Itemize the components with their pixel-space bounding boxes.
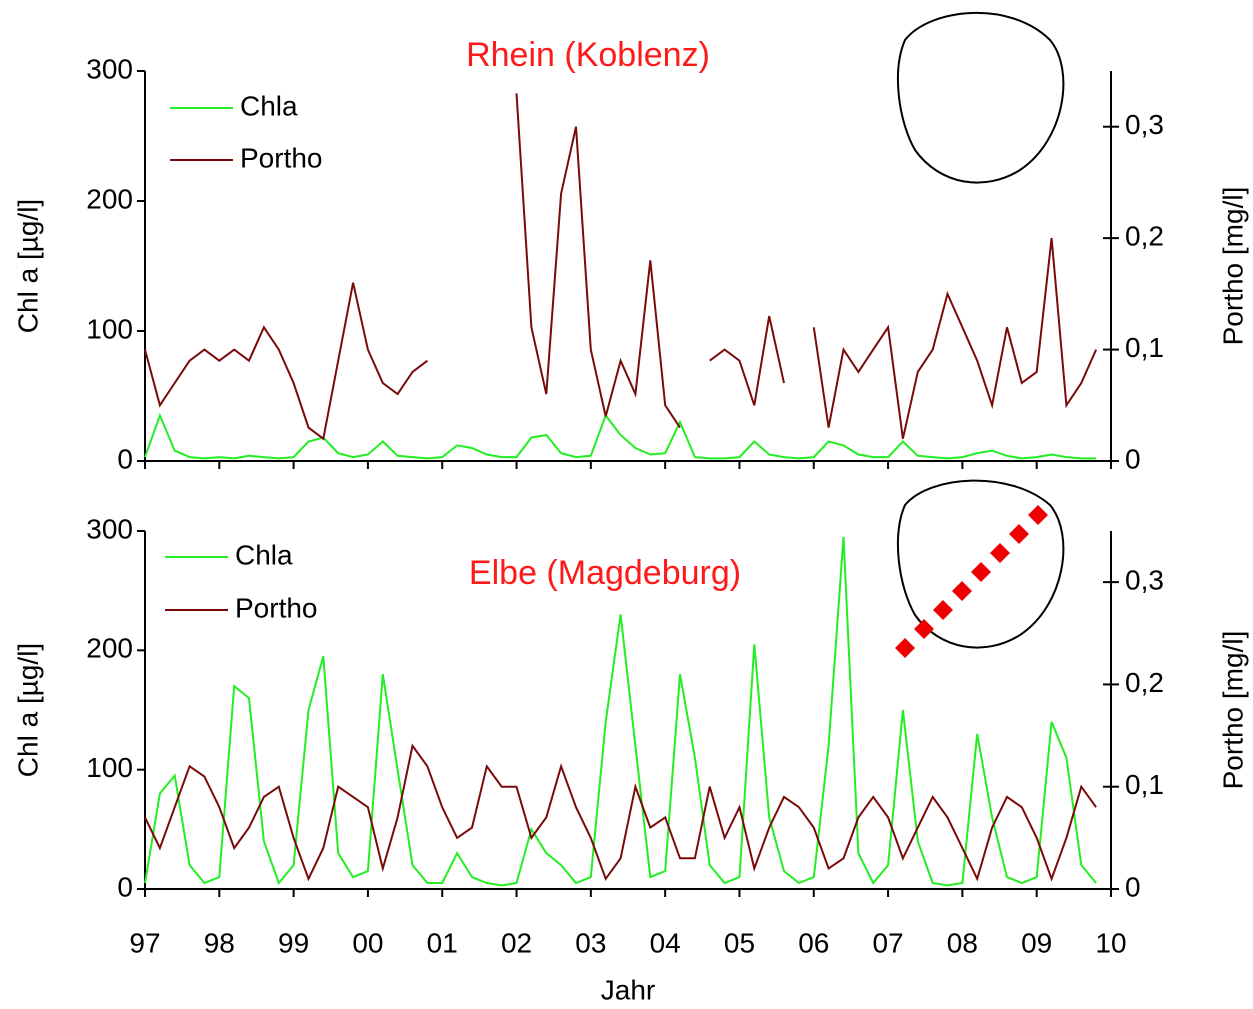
- shell-icon: [896, 12, 1065, 649]
- y-tick-label: 100: [86, 752, 133, 783]
- x-tick-label: 06: [798, 927, 829, 958]
- diamond-markers: [895, 505, 1048, 658]
- y2-tick-label: 0,1: [1125, 769, 1164, 800]
- data-line: [144, 536, 1097, 887]
- y2-tick-label: 0,3: [1125, 565, 1164, 596]
- x-tick-label: 10: [1095, 927, 1126, 958]
- y-axis-label: Chl a [µg/l]: [12, 643, 43, 777]
- x-tick-label: 09: [1021, 927, 1052, 958]
- x-tick-label: 97: [129, 927, 160, 958]
- x-tick-label: 99: [278, 927, 309, 958]
- x-tick-label: 03: [575, 927, 606, 958]
- chart-title: Rhein (Koblenz): [466, 36, 710, 74]
- y-tick-label: 0: [117, 871, 133, 902]
- legend-label: Chla: [235, 539, 293, 570]
- legend-label: Chla: [240, 90, 298, 121]
- y2-tick-label: 0: [1125, 871, 1141, 902]
- x-axis-label: Jahr: [601, 974, 655, 1005]
- data-line: [144, 412, 1097, 460]
- legend-label: Portho: [240, 142, 323, 173]
- y-tick-label: 200: [86, 633, 133, 664]
- y-tick-label: 0: [117, 443, 133, 474]
- y2-tick-label: 0,3: [1125, 109, 1164, 140]
- legend-label: Portho: [235, 592, 318, 623]
- chart-title: Elbe (Magdeburg): [469, 554, 741, 592]
- y2-tick-label: 0: [1125, 443, 1141, 474]
- x-tick-label: 07: [872, 927, 903, 958]
- data-line: [144, 743, 1097, 882]
- x-tick-label: 05: [724, 927, 755, 958]
- y-tick-label: 100: [86, 313, 133, 344]
- y-tick-label: 300: [86, 513, 133, 544]
- y-tick-label: 300: [86, 53, 133, 84]
- y2-axis-label: Portho [mg/l]: [1217, 631, 1248, 790]
- y-axis-label: Chl a [µg/l]: [12, 199, 43, 333]
- x-tick-label: 98: [204, 927, 235, 958]
- x-tick-label: 04: [650, 927, 681, 958]
- x-tick-label: 00: [352, 927, 383, 958]
- y2-axis-label: Portho [mg/l]: [1217, 187, 1248, 346]
- x-tick-label: 01: [427, 927, 458, 958]
- y-tick-label: 200: [86, 183, 133, 214]
- data-line: [144, 93, 1098, 441]
- y2-tick-label: 0,2: [1125, 667, 1164, 698]
- y2-tick-label: 0,1: [1125, 332, 1164, 363]
- y2-tick-label: 0,2: [1125, 221, 1164, 252]
- x-tick-label: 08: [947, 927, 978, 958]
- x-tick-label: 02: [501, 927, 532, 958]
